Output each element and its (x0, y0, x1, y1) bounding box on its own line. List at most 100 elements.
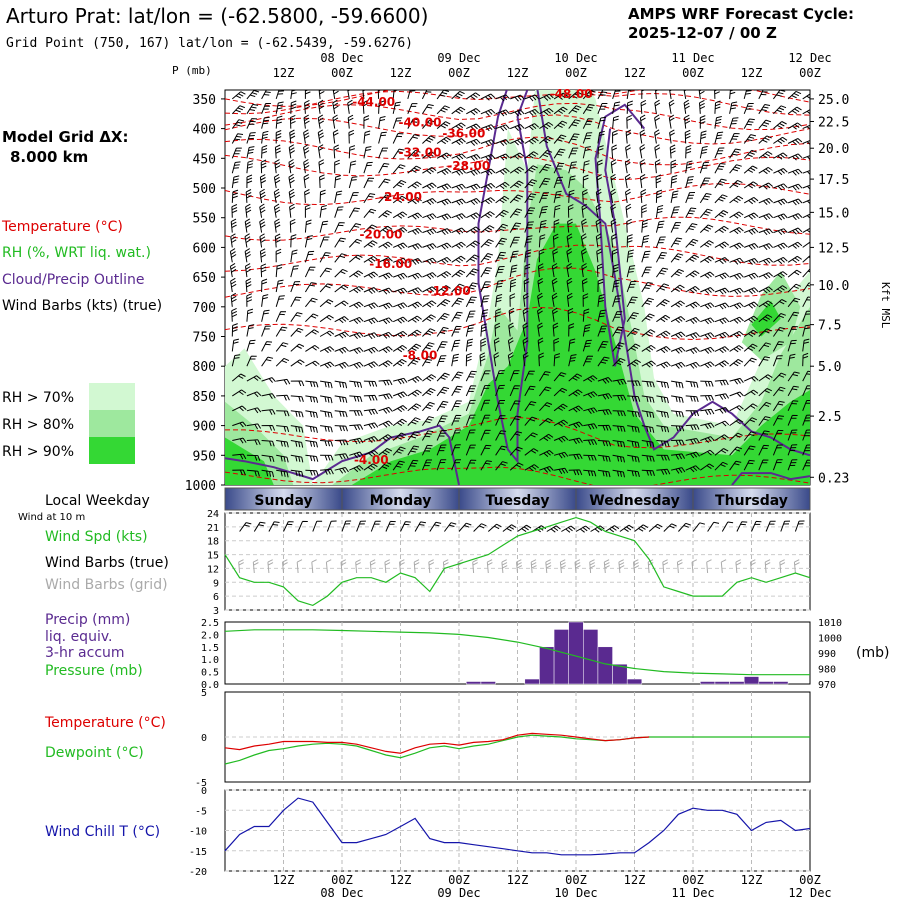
wind-barb (656, 330, 671, 338)
wind-barb (304, 99, 311, 114)
wind-barb (318, 159, 325, 174)
pressure-axis-title: P (mb) (172, 64, 212, 77)
wind-barb (566, 248, 573, 263)
wind-barb (537, 292, 543, 307)
wind-barb (480, 399, 491, 411)
wind-barb (524, 432, 538, 441)
wind-barb (259, 174, 267, 189)
rh-legend-swatch (89, 410, 135, 437)
wind-barb (319, 267, 332, 278)
wind-barb (493, 352, 500, 367)
wind-barb (436, 444, 447, 456)
wind-barb (290, 90, 298, 99)
wind-barb (626, 234, 633, 248)
wind-barb (758, 197, 774, 205)
wind-barb-grid (486, 559, 493, 574)
wind-speed-line (224, 516, 811, 607)
wind-barb-grid (311, 559, 317, 574)
wind-barb (246, 454, 261, 461)
wind-barb (568, 119, 581, 129)
wind-barb (305, 440, 318, 448)
wind-barb (392, 195, 407, 204)
wind-barb (684, 114, 691, 129)
wind-barb (656, 346, 671, 354)
wind-barb (451, 241, 466, 249)
wind-barb (288, 159, 295, 174)
wind-barb (231, 323, 238, 337)
wind-barb-grid (618, 559, 625, 574)
wind-barb (641, 410, 655, 419)
model-grid-value: 8.000 km (10, 148, 88, 166)
wind-barb (407, 227, 423, 235)
temperature-contour-label: -44.00 (352, 95, 395, 109)
wind-barb (451, 444, 461, 456)
wind-barb (261, 145, 268, 159)
wind-barb (729, 377, 744, 385)
wind-barb (290, 380, 305, 387)
wind-barb (552, 248, 559, 263)
wind-barb-grid (676, 559, 683, 574)
wind-barb (290, 410, 304, 418)
bottom-time-tick-label: 12Z (390, 873, 412, 887)
wind-barb (480, 414, 491, 426)
weekday-cell (692, 487, 811, 511)
wind-barb (319, 299, 334, 308)
wind-barb (714, 360, 730, 368)
wind-barb (231, 354, 241, 367)
wind-barb (654, 129, 660, 144)
wind-barb-true (326, 520, 337, 532)
wind-barb (582, 160, 590, 174)
wind-barb (261, 325, 271, 337)
wind-barb (654, 144, 661, 159)
wind-barb (261, 454, 275, 463)
wind-barb (802, 268, 810, 278)
wind-barb (349, 410, 363, 416)
wind-barb (538, 352, 545, 367)
wind-barb (671, 439, 685, 446)
wind-barb-grid (340, 559, 347, 574)
wind-barb (465, 254, 480, 263)
wind-barb (363, 408, 378, 415)
top-time-tick-label: 00Z (565, 66, 587, 80)
wind-barb-true (400, 521, 411, 532)
wind-barb (758, 328, 772, 337)
wind-barb (319, 283, 333, 293)
windchill-line (224, 797, 811, 856)
wind-barb (524, 193, 537, 204)
wind-barb (304, 250, 315, 263)
wind-barb (495, 94, 510, 102)
wind-barb (597, 325, 608, 337)
wind-barb (743, 445, 756, 456)
wind-barb (787, 168, 803, 176)
wind-barb (581, 278, 588, 293)
wind-barb-grid (735, 559, 742, 574)
wind-barbs-grid-legend: Wind Barbs (grid) (45, 577, 168, 593)
wind-barb (480, 281, 491, 293)
wind-barb (509, 222, 522, 233)
wind-barb (685, 238, 699, 248)
wind-barb (684, 129, 691, 144)
kft-tick-label: 2.5 (818, 410, 841, 425)
wind-barb (363, 130, 371, 144)
kft-tick-label: 0.23 (818, 471, 849, 486)
wind-barb (568, 437, 583, 445)
wind-barb (393, 377, 408, 385)
wind-barb (495, 153, 510, 161)
kft-tick-label: 12.5 (818, 241, 849, 256)
wind-barb (349, 437, 364, 445)
wind-barb (714, 448, 729, 456)
wind-barb (773, 121, 787, 129)
wind-barb (509, 400, 521, 412)
wind-barb (436, 136, 451, 145)
wind-barb (669, 129, 675, 144)
wind-barb (596, 248, 603, 263)
wind-barb (668, 114, 675, 129)
wind-barb (553, 403, 568, 412)
wind-barb-true (780, 520, 791, 532)
wind-barb (232, 405, 247, 412)
wind-barb (290, 359, 305, 367)
wind-barb (466, 108, 481, 116)
wind-barb (451, 168, 466, 176)
wind-barb (304, 90, 311, 99)
wind-barb (582, 104, 595, 115)
